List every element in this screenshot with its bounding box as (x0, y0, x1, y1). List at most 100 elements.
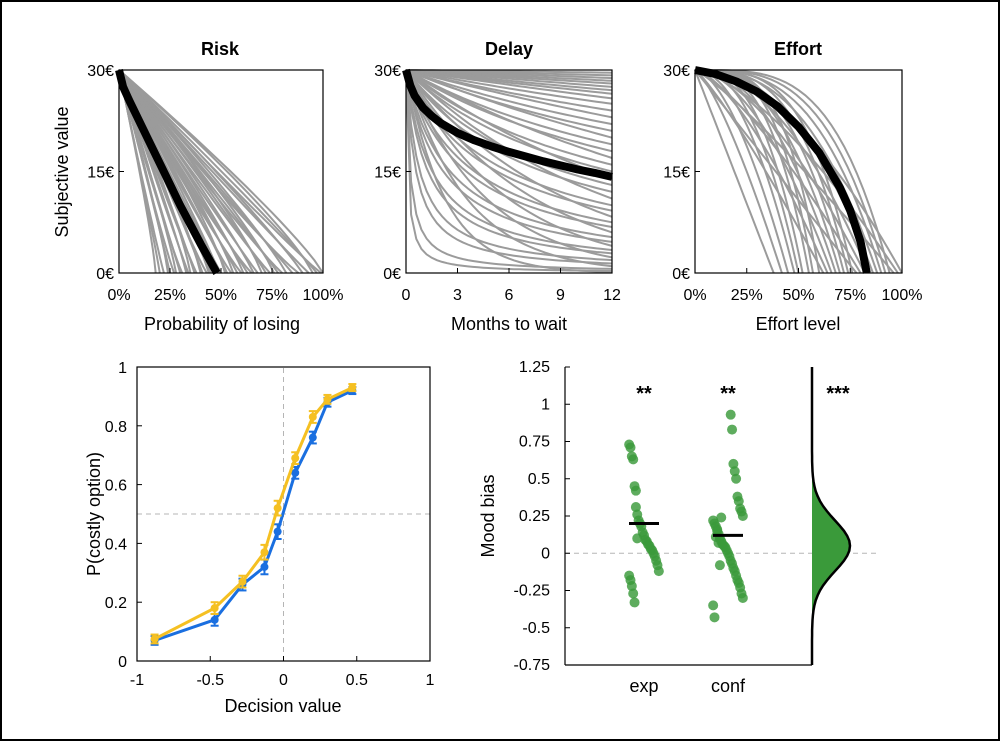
psychometric-point-yellow (150, 634, 159, 643)
top-y-axis-label: Subjective value (52, 106, 72, 237)
psychometric-y-tick-label: 0.6 (105, 478, 127, 495)
psychometric-point-yellow (308, 412, 317, 421)
effort-title: Effort (774, 39, 822, 59)
effort-x-tick-label: 50% (782, 287, 814, 304)
psychometric-y-tick-label: 0.2 (105, 595, 127, 612)
mood-bias-points (624, 409, 748, 623)
psychometric-point-yellow (260, 548, 269, 557)
risk-individual-curve (118, 69, 283, 274)
mood-point-conf (737, 511, 748, 521)
delay-individual-curve (405, 69, 613, 262)
mood-y-tick-label: 0.25 (519, 508, 550, 525)
effort-individual-curve (694, 69, 862, 274)
mood-y-axis-label: Mood bias (478, 474, 498, 557)
psychometric-point-blue (210, 615, 219, 624)
psychometric-point-yellow (323, 395, 332, 404)
psychometric-point-blue (273, 527, 282, 536)
psychometric-x-tick-label: -1 (130, 672, 144, 689)
effort-y-tick-label: 30€ (663, 63, 690, 80)
delay-x-axis-label: Months to wait (451, 314, 567, 334)
psychometric-point-yellow (238, 577, 247, 586)
mood-point-conf (708, 600, 719, 611)
psychometric-y-tick-label: 1 (118, 360, 127, 377)
psychometric-y-tick-label: 0 (118, 654, 127, 671)
effort-individual-curve (694, 69, 825, 274)
risk-individual-curve (118, 69, 318, 274)
psychometric-x-tick-label: 0.5 (346, 672, 368, 689)
mood-point-conf (712, 524, 723, 535)
risk-individual-curve (118, 69, 165, 274)
delay-individual-curve (405, 69, 613, 112)
psychometric-y-tick-label: 0.8 (105, 419, 127, 436)
psychometric-point-yellow (210, 604, 219, 613)
psychometric-point-blue (260, 562, 269, 571)
risk-x-tick-label: 50% (205, 287, 237, 304)
effort-y-tick-label: 0€ (672, 266, 690, 283)
risk-x-tick-label: 75% (256, 287, 288, 304)
risk-individual-curve (118, 69, 300, 274)
mood-y-tick-label: 1 (541, 396, 550, 413)
psychometric-series (150, 383, 357, 646)
mood-y-ticks: -0.75 -0.5 -0.25 0 0.25 0.5 0.75 1 1.25 (514, 359, 570, 674)
mood-y-tick-label: 0 (541, 545, 550, 562)
mood-point-exp (630, 485, 641, 496)
mood-y-tick-label: -0.75 (514, 657, 551, 674)
delay-y-tick-label: 15€ (374, 165, 401, 182)
psychometric-x-tick-label: -0.5 (196, 672, 224, 689)
effort-y-ticks: 0€ 15€ 30€ (663, 63, 700, 283)
psychometric-panel: -1 -0.5 0 0.5 1 0 0.2 0.4 0.6 0.8 1 Decision valu… (84, 360, 435, 716)
mood-point-conf (727, 424, 738, 435)
mood-point-exp (629, 597, 640, 608)
mood-bias-density-group (810, 367, 852, 665)
risk-x-tick-label: 25% (154, 287, 186, 304)
effort-panel: Effort 0% 25% 50% 75% 100% 0€ 15€ 30€ Effort l… (663, 39, 922, 334)
delay-individual-curves (405, 69, 613, 273)
delay-x-tick-label: 0 (402, 287, 411, 304)
risk-x-tick-label: 100% (303, 287, 344, 304)
delay-individual-curve (405, 69, 613, 105)
mood-y-tick-label: -0.5 (522, 620, 550, 637)
risk-mean-curve-group (115, 69, 221, 275)
delay-individual-curve (405, 69, 613, 255)
mood-point-exp (628, 588, 639, 599)
mood-point-exp (632, 533, 643, 544)
psychometric-y-ticks: 0 0.2 0.4 0.6 0.8 1 (105, 360, 142, 671)
effort-mean-curve (694, 66, 871, 274)
risk-individual-curve (118, 69, 233, 274)
risk-x-tick-label: 0% (107, 287, 130, 304)
risk-individual-curve (118, 69, 253, 274)
delay-y-tick-label: 0€ (383, 266, 401, 283)
delay-individual-curve (405, 69, 613, 224)
mood-point-conf (728, 458, 739, 469)
psychometric-x-tick-label: 0 (279, 672, 288, 689)
risk-individual-curve (118, 69, 322, 274)
delay-individual-curve (405, 69, 613, 132)
psychometric-x-ticks: -1 -0.5 0 0.5 1 (130, 656, 435, 689)
mood-point-exp (625, 442, 636, 453)
mood-point-conf (713, 537, 724, 548)
delay-individual-curve (405, 69, 613, 193)
mood-category-label-conf: conf (711, 676, 746, 696)
psychometric-point-yellow (348, 383, 357, 392)
effort-mean-curve-group (694, 66, 871, 274)
delay-individual-curve (405, 69, 613, 153)
delay-individual-curve (405, 69, 613, 243)
mood-point-conf (731, 473, 742, 484)
delay-individual-curve (405, 69, 613, 251)
significance-marker: *** (826, 383, 850, 405)
risk-y-tick-label: 30€ (87, 63, 114, 80)
delay-title: Delay (485, 39, 533, 59)
delay-mean-curve (402, 68, 613, 181)
effort-y-tick-label: 15€ (663, 165, 690, 182)
risk-individual-curve (118, 69, 324, 274)
delay-individual-curve (405, 69, 613, 146)
significance-marker: ** (636, 383, 652, 405)
psychometric-x-axis-label: Decision value (224, 696, 341, 716)
delay-individual-curve (405, 69, 613, 173)
risk-x-axis-label: Probability of losing (144, 314, 300, 334)
delay-x-ticks: 0 3 6 9 12 (402, 268, 621, 304)
significance-marker: ** (720, 383, 736, 405)
risk-individual-curve (118, 69, 271, 274)
effort-x-tick-label: 0% (683, 287, 706, 304)
delay-y-ticks: 0€ 15€ 30€ (374, 63, 411, 283)
